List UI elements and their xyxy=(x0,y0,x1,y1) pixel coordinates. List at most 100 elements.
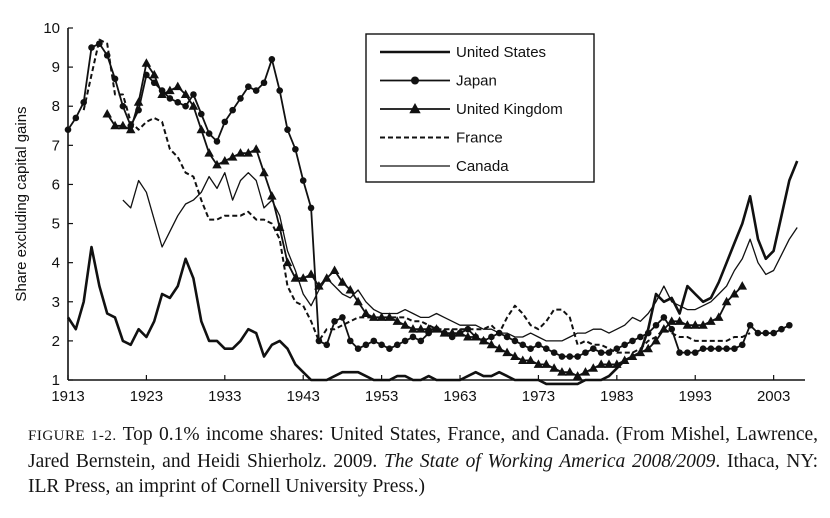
data-point-united-kingdom xyxy=(729,288,740,298)
data-point-united-kingdom xyxy=(690,320,700,329)
data-point-united-kingdom xyxy=(549,363,559,372)
data-point-united-kingdom xyxy=(227,152,238,161)
data-point-japan xyxy=(260,79,268,87)
data-point-japan xyxy=(378,341,385,349)
data-point-united-kingdom xyxy=(243,148,254,157)
data-point-united-kingdom xyxy=(494,343,504,353)
data-point-japan xyxy=(307,204,315,212)
data-point-japan xyxy=(535,341,542,349)
data-point-united-kingdom xyxy=(525,355,536,364)
data-point-united-kingdom xyxy=(220,155,230,165)
data-point-united-kingdom xyxy=(478,335,489,345)
data-point-japan xyxy=(166,95,174,102)
figure-caption: FIGURE 1-2. Top 0.1% income shares: Unit… xyxy=(28,422,818,499)
data-point-japan xyxy=(111,75,119,83)
x-tick-label: 2003 xyxy=(757,388,790,405)
legend-label-japan: Japan xyxy=(456,73,497,90)
caption-text-1: Top 0.1% income shares: United States, F… xyxy=(28,424,819,472)
data-point-japan xyxy=(190,91,197,98)
data-point-united-kingdom xyxy=(133,97,144,106)
y-tick-label: 10 xyxy=(43,20,60,37)
x-tick-label: 1953 xyxy=(365,388,398,405)
y-axis-label: Share excluding capital gains xyxy=(13,106,30,301)
x-tick-label: 1923 xyxy=(130,388,163,405)
data-point-japan xyxy=(699,345,707,353)
data-point-united-kingdom xyxy=(423,324,434,333)
data-point-united-kingdom xyxy=(149,69,159,79)
data-point-united-kingdom xyxy=(721,296,732,306)
data-point-japan xyxy=(637,333,644,341)
data-point-united-kingdom xyxy=(384,312,395,321)
data-point-united-kingdom xyxy=(376,312,387,321)
data-point-japan xyxy=(590,345,597,353)
y-tick-label: 4 xyxy=(52,255,60,272)
x-tick-label: 1983 xyxy=(600,388,633,405)
y-tick-label: 2 xyxy=(52,333,60,350)
data-point-united-kingdom xyxy=(353,296,363,306)
data-point-japan xyxy=(213,138,221,145)
data-point-japan xyxy=(605,349,613,356)
series-canada xyxy=(122,172,798,342)
data-point-japan xyxy=(323,341,331,349)
series-line-canada xyxy=(122,172,798,342)
data-point-united-kingdom xyxy=(643,343,653,353)
y-tick-label: 3 xyxy=(52,294,60,311)
data-point-japan xyxy=(676,349,683,356)
data-point-united-kingdom xyxy=(572,371,583,380)
series-line-united-kingdom xyxy=(106,62,743,377)
data-point-japan xyxy=(464,325,472,333)
data-point-japan xyxy=(221,118,229,126)
data-point-united-kingdom xyxy=(604,359,614,368)
data-point-united-kingdom xyxy=(196,124,207,134)
data-point-japan xyxy=(409,333,417,341)
legend-label-canada: Canada xyxy=(456,158,509,175)
data-point-japan xyxy=(527,345,534,353)
data-point-japan xyxy=(182,102,189,110)
data-point-united-kingdom xyxy=(486,339,497,349)
data-point-japan xyxy=(299,177,307,184)
data-point-japan xyxy=(621,341,628,349)
data-point-united-kingdom xyxy=(541,359,552,368)
data-point-japan xyxy=(346,337,354,345)
y-tick-label: 9 xyxy=(52,59,60,76)
data-point-united-kingdom xyxy=(682,320,693,329)
data-point-japan xyxy=(72,114,80,122)
data-point-united-kingdom xyxy=(369,312,379,321)
caption-text-2: . Ithaca, NY: ILR Press, an imprint of C… xyxy=(28,451,819,497)
data-point-japan xyxy=(786,321,793,329)
data-point-united-kingdom xyxy=(125,124,136,134)
data-point-united-kingdom xyxy=(259,167,269,177)
data-point-united-kingdom xyxy=(455,328,465,337)
data-point-japan xyxy=(119,102,127,110)
data-point-united-kingdom xyxy=(251,144,261,153)
data-point-japan xyxy=(229,106,236,114)
data-point-united-kingdom xyxy=(439,328,450,337)
data-point-japan xyxy=(88,44,95,51)
data-point-japan xyxy=(205,130,213,137)
data-point-united-kingdom xyxy=(416,324,426,333)
data-point-united-kingdom xyxy=(282,257,293,267)
data-point-united-kingdom xyxy=(173,81,183,91)
data-point-japan xyxy=(237,95,244,102)
data-point-japan xyxy=(691,349,699,356)
data-point-united-kingdom xyxy=(298,273,308,282)
figure-label: FIGURE 1-2. xyxy=(28,428,117,444)
data-point-japan xyxy=(574,353,581,360)
data-point-united-kingdom xyxy=(533,359,544,368)
series-line-france xyxy=(82,38,751,354)
data-point-united-kingdom xyxy=(619,355,630,364)
y-tick-label: 6 xyxy=(52,176,60,193)
series-line-united-states xyxy=(66,160,799,386)
data-point-united-kingdom xyxy=(557,367,567,376)
y-tick-label: 5 xyxy=(52,216,60,233)
data-point-japan xyxy=(488,333,495,341)
data-point-japan xyxy=(542,345,550,353)
legend-box xyxy=(365,33,595,183)
data-point-japan xyxy=(770,329,777,337)
data-point-united-kingdom xyxy=(588,363,599,372)
legend-label-france: France xyxy=(456,130,503,147)
data-point-japan xyxy=(550,349,558,356)
data-point-united-kingdom xyxy=(118,120,128,130)
data-point-japan xyxy=(393,341,401,349)
legend-label-united-kingdom: United Kingdom xyxy=(456,101,563,118)
